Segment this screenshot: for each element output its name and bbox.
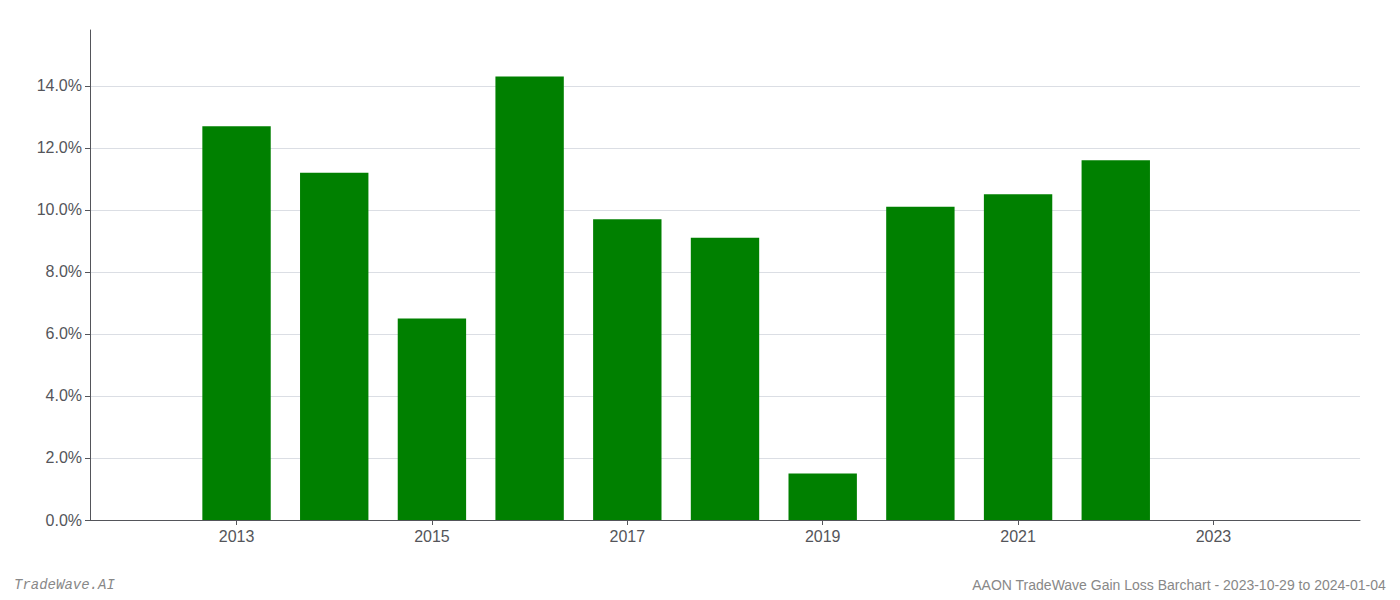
svg-text:AAON TradeWave Gain Loss Barch: AAON TradeWave Gain Loss Barchart - 2023… [972,577,1386,593]
svg-text:2013: 2013 [219,528,255,545]
svg-text:2021: 2021 [1000,528,1036,545]
svg-text:8.0%: 8.0% [46,263,82,280]
svg-text:2015: 2015 [414,528,450,545]
svg-text:12.0%: 12.0% [37,139,82,156]
svg-text:2017: 2017 [610,528,646,545]
svg-text:2.0%: 2.0% [46,449,82,466]
svg-text:2023: 2023 [1196,528,1232,545]
svg-text:6.0%: 6.0% [46,325,82,342]
svg-text:TradeWave.AI: TradeWave.AI [14,577,115,593]
svg-text:0.0%: 0.0% [46,512,82,529]
svg-text:14.0%: 14.0% [37,77,82,94]
svg-text:4.0%: 4.0% [46,387,82,404]
svg-text:10.0%: 10.0% [37,201,82,218]
svg-text:2019: 2019 [805,528,841,545]
